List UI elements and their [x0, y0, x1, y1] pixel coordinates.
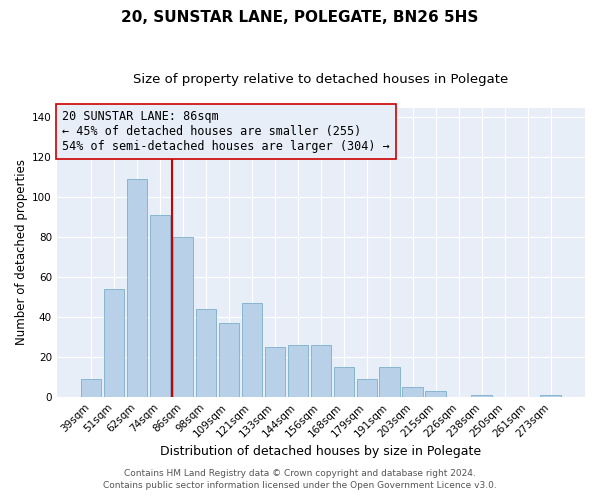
Bar	[265, 348, 285, 397]
Title: Size of property relative to detached houses in Polegate: Size of property relative to detached ho…	[133, 72, 509, 86]
Bar	[356, 379, 377, 397]
Bar	[379, 368, 400, 397]
Bar	[403, 387, 423, 397]
Bar	[311, 346, 331, 397]
Bar	[425, 391, 446, 397]
Bar	[218, 324, 239, 397]
Bar	[472, 395, 492, 397]
Text: 20 SUNSTAR LANE: 86sqm
← 45% of detached houses are smaller (255)
54% of semi-de: 20 SUNSTAR LANE: 86sqm ← 45% of detached…	[62, 110, 390, 154]
Text: Contains HM Land Registry data © Crown copyright and database right 2024.
Contai: Contains HM Land Registry data © Crown c…	[103, 468, 497, 490]
Bar	[541, 395, 561, 397]
Bar	[334, 368, 354, 397]
Bar	[242, 304, 262, 397]
Bar	[127, 180, 148, 397]
Bar	[196, 310, 217, 397]
Bar	[173, 238, 193, 397]
Bar	[287, 346, 308, 397]
Text: 20, SUNSTAR LANE, POLEGATE, BN26 5HS: 20, SUNSTAR LANE, POLEGATE, BN26 5HS	[121, 10, 479, 25]
X-axis label: Distribution of detached houses by size in Polegate: Distribution of detached houses by size …	[160, 444, 481, 458]
Bar	[104, 290, 124, 397]
Bar	[81, 379, 101, 397]
Bar	[150, 216, 170, 397]
Y-axis label: Number of detached properties: Number of detached properties	[15, 160, 28, 346]
